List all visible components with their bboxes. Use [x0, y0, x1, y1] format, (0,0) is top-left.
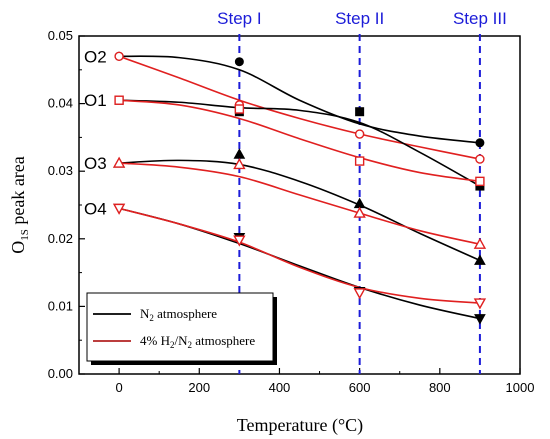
data-point-o2: [475, 138, 485, 148]
data-point-o3: [353, 206, 366, 218]
y-tick-label: 0.03: [48, 163, 73, 178]
step-label: Step I: [217, 9, 261, 28]
x-tick-label: 200: [188, 380, 210, 395]
data-markers: [112, 51, 487, 325]
fit-curves: [118, 55, 481, 320]
x-tick-label: 600: [349, 380, 371, 395]
data-point-o2: [354, 129, 365, 139]
series-line-o1-n2: [119, 99, 481, 187]
data-point-o1: [114, 95, 124, 105]
series-label-o3: O3: [84, 154, 107, 173]
data-point-o2: [475, 154, 485, 164]
x-tick-label: 0: [115, 380, 122, 395]
legend: N2 atmosphere 4% H2/N2 atmosphere: [86, 292, 277, 365]
series-line-o2-h2n2: [118, 55, 481, 160]
y-tick-label: 0.02: [48, 231, 73, 246]
step-label: Step III: [453, 9, 507, 28]
data-point-o2: [114, 51, 124, 61]
series-labels: O2 O1 O3 O4: [84, 47, 107, 218]
x-axis-title: Temperature (°C): [237, 415, 363, 436]
series-line-o3-n2: [119, 159, 481, 262]
data-point-o4: [233, 235, 246, 247]
y-tick-label: 0.04: [48, 96, 73, 111]
data-point-o3: [233, 157, 246, 170]
legend-label-n2: N2 atmosphere: [140, 306, 217, 323]
series-line-o2-n2: [119, 55, 480, 144]
x-tick-label: 800: [429, 380, 451, 395]
x-tick-label: 1000: [506, 380, 535, 395]
series-label-o4: O4: [84, 199, 107, 218]
series-line-o3-h2n2: [119, 162, 481, 245]
legend-box: [86, 292, 274, 362]
y-tick-label: 0.05: [48, 28, 73, 43]
data-point-o4: [112, 203, 126, 215]
data-point-o1: [355, 107, 365, 117]
step-label: Step II: [335, 9, 384, 28]
series-line-o4-h2n2: [118, 207, 480, 304]
data-point-o4: [353, 288, 366, 300]
data-point-o4: [473, 298, 487, 310]
data-point-o2: [234, 57, 244, 67]
data-point-o1: [234, 104, 245, 114]
legend-label-h2n2: 4% H2/N2 atmosphere: [140, 333, 255, 350]
data-point-o3: [473, 237, 487, 249]
data-point-o1: [354, 156, 365, 166]
y-tick-label: 0.01: [48, 298, 73, 313]
data-point-o3: [233, 148, 246, 159]
x-tick-label: 400: [269, 380, 291, 395]
axes-ticks: 0 200 400 600 800 1000 0.00 0.01 0.02 0.03 0.04 0.0…: [48, 28, 535, 395]
y-tick-label: 0.00: [48, 366, 73, 381]
data-point-o4: [474, 314, 486, 325]
series-label-o1: O1: [84, 91, 107, 110]
series-label-o2: O2: [84, 47, 107, 66]
data-point-o3: [474, 254, 486, 265]
y-axis-title: O1S peak area: [8, 156, 31, 254]
series-line-o1-h2n2: [119, 99, 481, 183]
data-point-o1: [475, 176, 485, 187]
data-point-o3: [112, 156, 126, 168]
